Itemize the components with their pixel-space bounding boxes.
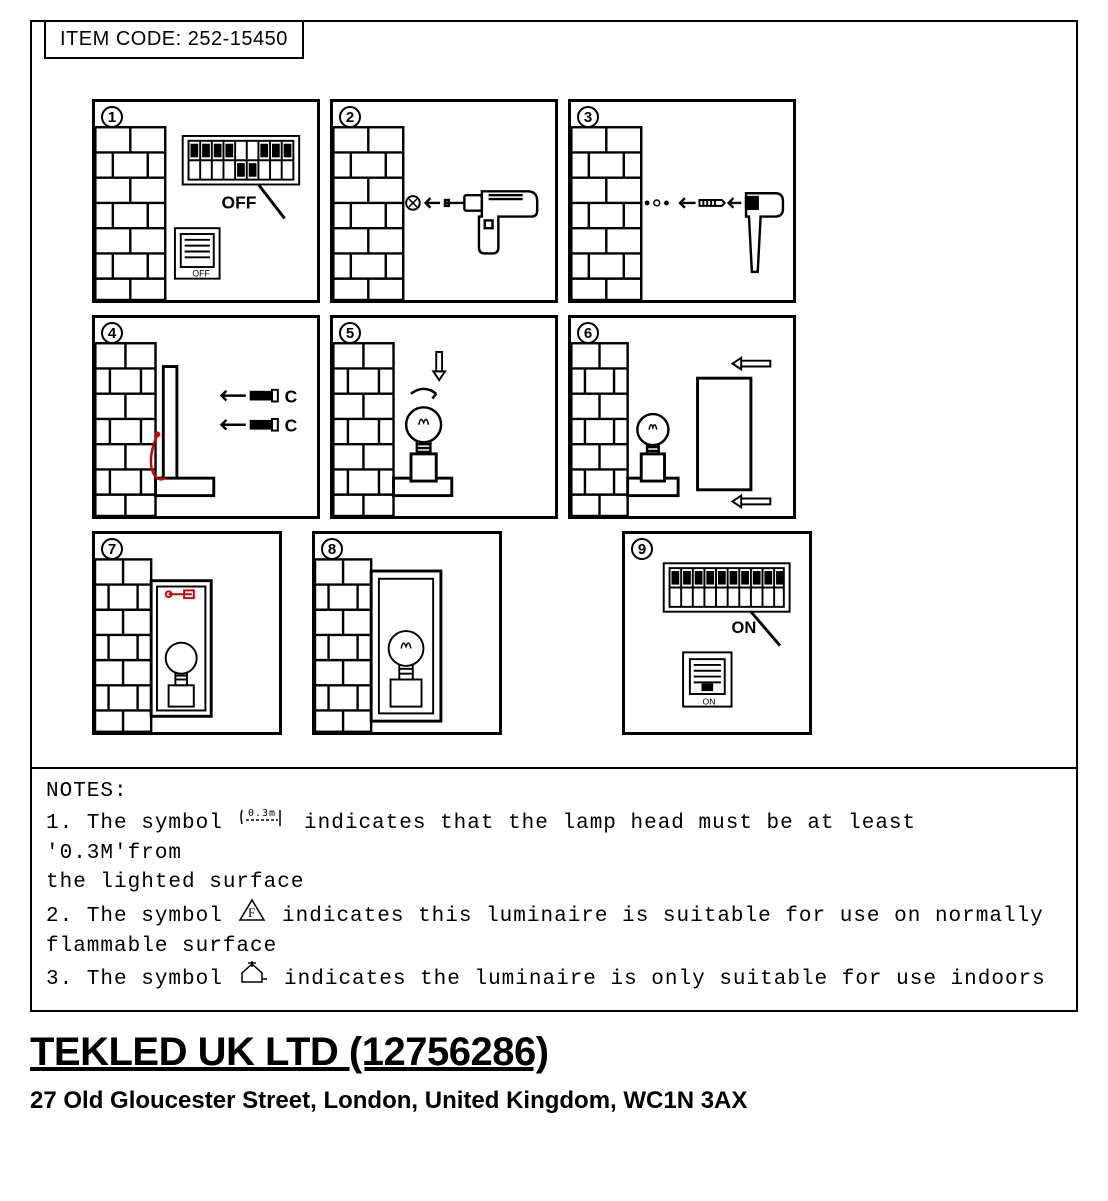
- instruction-sheet: ITEM CODE: 252-15450 1: [30, 20, 1078, 1012]
- panel-5: 5: [330, 315, 558, 519]
- diagram-row-1: 1: [92, 99, 1016, 303]
- footer: TEKLED UK LTD (12756286) 27 Old Gloucest…: [30, 1012, 1078, 1115]
- page: ITEM CODE: 252-15450 1: [0, 0, 1108, 1135]
- svg-text:F: F: [248, 905, 256, 920]
- panel-6-graphic: [571, 318, 793, 516]
- panel-5-graphic: [333, 318, 555, 516]
- panel-1-graphic: OFF OFF: [95, 102, 317, 300]
- panel-9: 9: [622, 531, 812, 735]
- notes-title: NOTES:: [46, 777, 1062, 806]
- panel-3-graphic: [571, 102, 793, 300]
- panel-4: 4: [92, 315, 320, 519]
- svg-text:C: C: [285, 416, 298, 436]
- note-1: 1. The symbol 0.3m indicates that the la…: [46, 806, 1062, 868]
- panel-8-graphic: [315, 534, 499, 732]
- distance-symbol-icon: 0.3m: [238, 806, 288, 838]
- company-name: TEKLED UK LTD (12756286): [30, 1030, 1078, 1075]
- diagram-grid: 1: [32, 59, 1076, 767]
- diagram-row-2: 4: [92, 315, 1016, 519]
- on-small-label: ON: [702, 697, 715, 707]
- note-2b: flammable surface: [46, 932, 1062, 961]
- off-small-label: OFF: [192, 269, 209, 279]
- spacer: [512, 531, 612, 735]
- on-label: ON: [732, 619, 757, 637]
- panel-1: 1: [92, 99, 320, 303]
- diagram-row-3: 7: [92, 531, 1016, 735]
- panel-8: 8: [312, 531, 502, 735]
- panel-9-graphic: ON ON: [625, 534, 809, 732]
- off-label: OFF: [222, 193, 257, 213]
- panel-7-graphic: [95, 534, 279, 732]
- panel-2: 2: [330, 99, 558, 303]
- note-1b: the lighted surface: [46, 868, 1062, 897]
- company-address: 27 Old Gloucester Street, London, United…: [30, 1087, 1078, 1115]
- notes-section: NOTES: 1. The symbol 0.3m indicates that…: [32, 767, 1076, 1010]
- spacer: [292, 531, 302, 735]
- flammable-symbol-icon: F: [238, 898, 266, 932]
- item-code: ITEM CODE: 252-15450: [44, 22, 304, 59]
- panel-4-graphic: C C: [95, 318, 317, 516]
- note-2: 2. The symbol F indicates this luminaire…: [46, 898, 1062, 932]
- panel-7: 7: [92, 531, 282, 735]
- note-3: 3. The symbol indicates the luminaire is…: [46, 961, 1062, 995]
- indoor-symbol-icon: [238, 961, 268, 995]
- panel-2-graphic: [333, 102, 555, 300]
- svg-text:C: C: [285, 386, 298, 406]
- svg-text:0.3m: 0.3m: [248, 808, 276, 819]
- panel-3: 3: [568, 99, 796, 303]
- panel-6: 6: [568, 315, 796, 519]
